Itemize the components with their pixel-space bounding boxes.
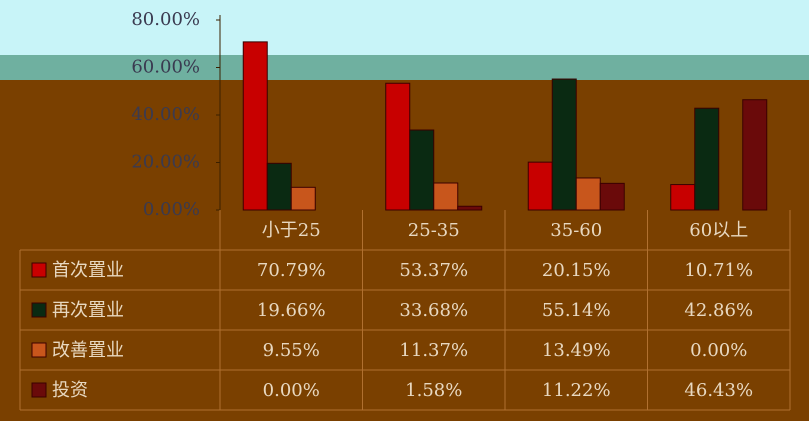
bar [575,177,601,211]
table-value: 13.49% [542,340,611,361]
x-tick-label: 35-60 [550,220,602,241]
table-value: 55.14% [542,300,611,321]
bar [457,205,483,211]
bar [599,182,625,211]
y-tick-label: 0.00% [143,199,200,220]
table-value: 19.66% [257,300,326,321]
legend-swatch [31,262,47,278]
x-tick-label: 小于25 [262,220,321,241]
y-tick-label: 20.00% [131,152,200,173]
table-value: 53.37% [399,260,468,281]
x-tick-label: 25-35 [408,220,460,241]
table-value: 46.43% [684,380,753,401]
legend-swatch [31,342,47,358]
table-value: 33.68% [399,300,468,321]
bar [694,107,720,211]
bar [242,41,268,211]
bar [385,82,411,211]
table-value: 0.00% [263,380,320,401]
teal-band [0,55,809,80]
y-tick-label: 60.00% [131,57,200,78]
table-value: 1.58% [405,380,462,401]
legend-swatch [31,302,47,318]
table-value: 11.37% [399,340,468,361]
bar [742,99,768,211]
bar [266,162,292,211]
x-tick-label: 60以上 [689,220,748,241]
legend-label: 投资 [52,380,88,401]
legend-label: 再次置业 [52,300,124,321]
legend-swatch [31,382,47,398]
top-band [0,0,809,55]
y-tick-label: 40.00% [131,104,200,125]
table-value: 10.71% [684,260,753,281]
table-value: 42.86% [684,300,753,321]
bar [670,184,696,211]
bar [551,78,577,211]
y-tick-label: 80.00% [131,9,200,30]
table-value: 9.55% [263,340,320,361]
table-value: 11.22% [542,380,611,401]
bar [527,161,553,211]
bar [409,129,435,211]
table-value: 0.00% [690,340,747,361]
bar [433,182,459,211]
table-value: 20.15% [542,260,611,281]
table-value: 70.79% [257,260,326,281]
legend-label: 改善置业 [52,340,124,361]
legend-label: 首次置业 [52,260,124,281]
bar [290,186,316,211]
